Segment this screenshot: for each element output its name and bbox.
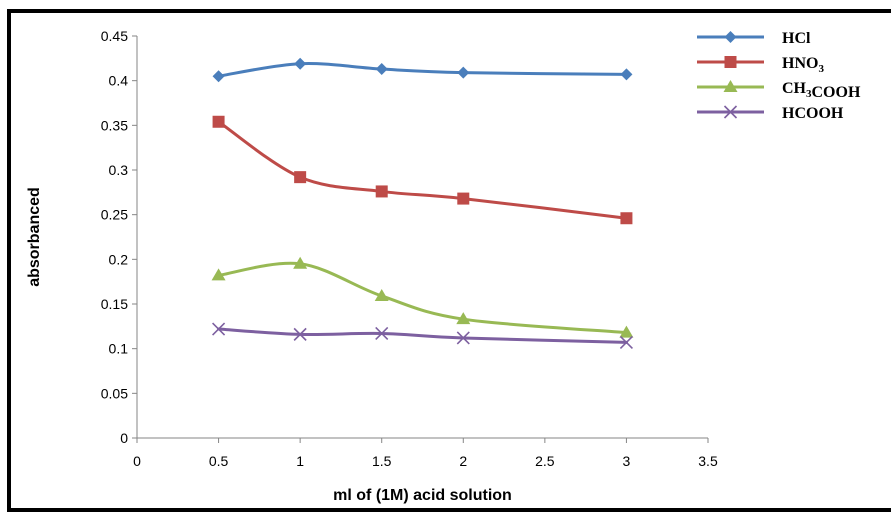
legend-label: HNO3 <box>782 55 824 75</box>
data-point-ch3cooh <box>293 256 308 269</box>
data-point-hcooh <box>456 331 470 345</box>
series-lines <box>211 57 634 349</box>
data-point-ch3cooh <box>211 268 226 281</box>
data-point-hno3 <box>375 185 388 198</box>
y-tick-label: 0.35 <box>101 117 128 133</box>
series-line-hcl <box>217 62 628 78</box>
data-point-hcooh <box>212 322 226 336</box>
data-point-hno3 <box>457 192 470 205</box>
x-tick-label: 2.5 <box>535 453 555 469</box>
legend-item-hcl: HCl <box>697 30 811 47</box>
legend-marker <box>723 105 738 119</box>
x-tick-label: 0.5 <box>209 453 229 469</box>
y-tick-label: 0.45 <box>101 28 128 44</box>
data-point-ch3cooh <box>456 312 471 325</box>
legend-label: HCOOH <box>782 105 844 122</box>
data-point-hno3 <box>294 171 307 184</box>
y-tick-label: 0.4 <box>109 73 129 89</box>
y-tick-label: 0 <box>120 430 128 446</box>
series-line-hcooh <box>217 327 628 344</box>
data-point-hcooh <box>293 327 307 341</box>
y-tick-label: 0.2 <box>109 251 129 267</box>
x-tick-label: 0 <box>133 453 141 469</box>
data-point-hno3 <box>212 115 225 128</box>
legend-marker <box>724 31 737 43</box>
series-line-ch3cooh <box>217 261 628 335</box>
y-axis-title: absorbanced <box>26 187 43 287</box>
series-hcl <box>212 57 633 83</box>
outer-border <box>7 9 891 512</box>
legend-label: CH3COOH <box>782 80 861 101</box>
data-point-hcl <box>212 70 225 83</box>
data-point-hno3 <box>620 212 633 225</box>
x-tick-label: 2 <box>459 453 467 469</box>
x-axis-title: ml of (1M) acid solution <box>333 487 512 504</box>
y-tick-label: 0.05 <box>101 385 128 401</box>
x-tick-label: 1.5 <box>372 453 392 469</box>
axes <box>132 35 709 443</box>
y-tick-label: 0.15 <box>101 296 128 312</box>
data-point-hcl <box>620 68 633 81</box>
legend-item-hcooh: HCOOH <box>697 105 844 122</box>
legend-label: HCl <box>782 30 811 47</box>
chart-border <box>7 9 891 512</box>
series-hcooh <box>212 322 633 349</box>
data-point-ch3cooh <box>374 288 389 301</box>
data-point-hcl <box>457 66 470 79</box>
y-tick-label: 0.3 <box>109 162 129 178</box>
legend-marker <box>724 56 737 68</box>
x-tick-label: 3.5 <box>698 453 718 469</box>
data-point-hcooh <box>619 335 633 349</box>
data-point-hcooh <box>375 326 389 341</box>
y-tick-label: 0.1 <box>109 341 129 357</box>
x-tick-label: 1 <box>296 453 304 469</box>
y-tick-label: 0.25 <box>101 207 128 223</box>
series-hno3 <box>212 115 633 225</box>
data-point-ch3cooh <box>619 325 634 338</box>
legend-item-hno3: HNO3 <box>697 55 824 75</box>
series-line-hno3 <box>217 120 628 220</box>
data-point-hcl <box>375 63 388 76</box>
tick-labels: 0 0.05 0.1 0.15 0.2 0.25 0.3 0.35 0.4 0.45 0 0.5 1 1.… <box>101 28 718 469</box>
legend-marker <box>723 80 738 92</box>
x-tick-label: 3 <box>623 453 631 469</box>
series-ch3cooh <box>211 256 634 338</box>
data-point-hcl <box>294 57 307 70</box>
legend: HCl HNO3 CH3COOH HCOOH <box>697 30 861 122</box>
legend-item-ch3cooh: CH3COOH <box>697 80 861 101</box>
